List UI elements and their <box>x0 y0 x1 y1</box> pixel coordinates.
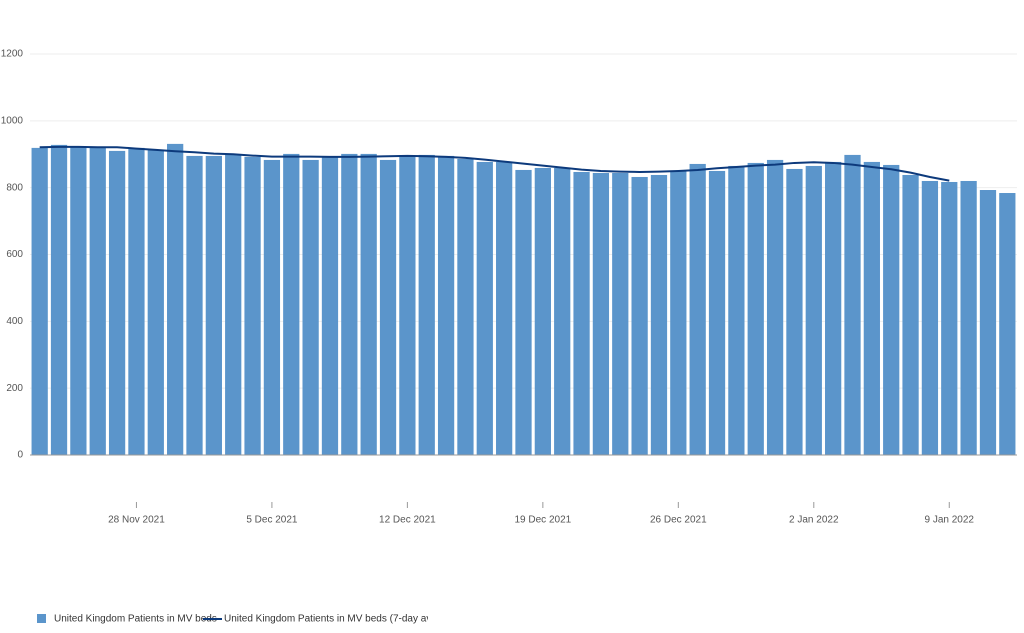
bar <box>631 176 648 455</box>
bar <box>360 153 377 455</box>
bar <box>612 172 629 456</box>
bar <box>883 164 900 455</box>
bar <box>186 155 203 455</box>
bar <box>844 154 861 455</box>
bar <box>573 171 590 456</box>
x-tick-label: 2 Jan 2022 <box>789 515 839 526</box>
bar <box>941 181 958 455</box>
x-tick-label: 9 Jan 2022 <box>925 515 975 526</box>
bar <box>31 147 48 456</box>
bar <box>437 155 455 455</box>
y-tick-label: 200 <box>6 383 23 394</box>
y-tick-label: 800 <box>6 182 23 193</box>
bar <box>515 169 532 456</box>
bar <box>128 147 145 456</box>
bar <box>341 153 358 455</box>
bar <box>689 163 706 455</box>
bar <box>321 156 339 455</box>
bar <box>979 190 997 455</box>
x-tick-label: 12 Dec 2021 <box>379 515 436 526</box>
bar <box>476 161 493 455</box>
bar <box>592 172 610 456</box>
bar <box>167 143 184 455</box>
bar <box>283 153 300 455</box>
bar <box>418 154 435 455</box>
bar <box>863 161 880 455</box>
y-tick-label: 400 <box>6 316 23 327</box>
bar <box>650 174 668 456</box>
bar <box>496 161 513 455</box>
bar <box>825 161 842 455</box>
x-tick-label: 26 Dec 2021 <box>650 515 707 526</box>
bar <box>728 165 745 455</box>
legend: United Kingdom Patients in MV beds United… <box>37 614 460 625</box>
legend-swatch <box>37 614 46 623</box>
bar <box>457 158 474 455</box>
average-line <box>39 145 950 182</box>
x-tick-label: 19 Dec 2021 <box>514 515 571 526</box>
bar <box>225 154 242 455</box>
bar <box>89 146 106 456</box>
bar <box>999 193 1016 455</box>
bar <box>766 159 784 455</box>
bar <box>708 170 726 456</box>
bar <box>960 180 977 455</box>
bar <box>805 165 822 455</box>
bar <box>147 149 164 456</box>
bar <box>554 167 571 455</box>
bar <box>902 174 919 456</box>
y-tick-label: 0 <box>17 450 23 461</box>
bar <box>205 155 222 455</box>
y-tick-label: 600 <box>6 249 23 260</box>
bar <box>747 162 764 455</box>
y-tick-label: 1200 <box>1 49 24 60</box>
bar <box>263 159 281 455</box>
bar <box>670 170 687 456</box>
legend-label: United Kingdom Patients in MV beds (7-da… <box>224 614 460 625</box>
bar <box>108 150 126 456</box>
x-tick-label: 28 Nov 2021 <box>108 515 165 526</box>
bar <box>534 167 551 455</box>
legend-label: United Kingdom Patients in MV beds <box>54 614 217 625</box>
bar <box>50 144 68 456</box>
bar <box>379 159 397 455</box>
x-tick-label: 5 Dec 2021 <box>246 515 298 526</box>
bar <box>399 155 416 455</box>
bar <box>302 159 319 455</box>
bar <box>786 168 803 455</box>
bar <box>921 180 939 455</box>
bar <box>244 156 261 455</box>
bar <box>70 146 87 456</box>
y-tick-label: 1000 <box>1 115 24 126</box>
